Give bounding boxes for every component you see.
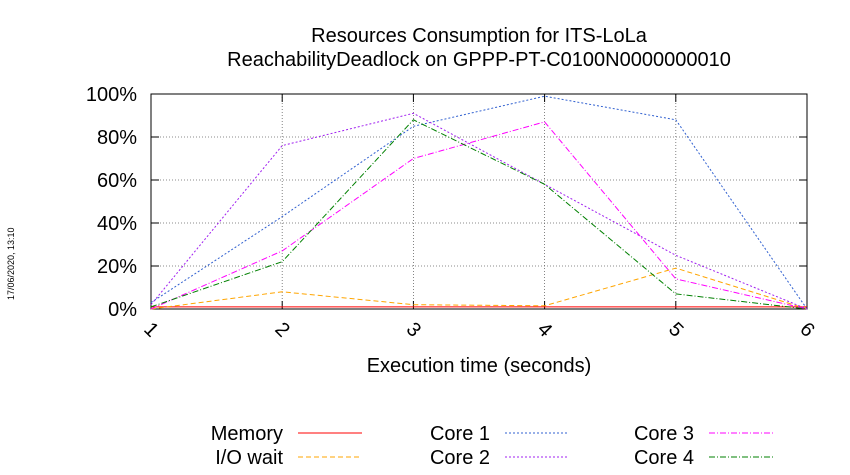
x-tick-label: 5 bbox=[664, 318, 687, 341]
x-tick-label: 1 bbox=[139, 318, 162, 341]
legend-label: Core 4 bbox=[634, 447, 694, 469]
x-tick-label: 3 bbox=[402, 318, 425, 341]
series-line-core-2 bbox=[150, 112, 808, 310]
series-line-core-1 bbox=[150, 95, 808, 310]
x-tick-label: 6 bbox=[795, 318, 818, 341]
chart-title-line-1: Resources Consumption for ITS-LoLa bbox=[311, 25, 648, 47]
grid bbox=[151, 94, 807, 309]
x-tick-label: 2 bbox=[270, 318, 293, 341]
series-line-core-3 bbox=[150, 121, 808, 310]
chart-title-line-2: ReachabilityDeadlock on GPPP-PT-C0100N00… bbox=[227, 49, 731, 71]
series-line-core-4 bbox=[150, 119, 808, 310]
legend-label: Core 2 bbox=[430, 447, 490, 469]
x-axis-label: Execution time (seconds) bbox=[367, 355, 592, 377]
legend-label: I/O wait bbox=[215, 447, 283, 469]
legend-label: Memory bbox=[211, 423, 283, 445]
series-line-i-o-wait bbox=[150, 267, 808, 310]
legend-label: Core 1 bbox=[430, 423, 490, 445]
y-tick-label: 60% bbox=[97, 170, 137, 192]
series-lines bbox=[150, 95, 808, 310]
y-tick-label: 40% bbox=[97, 213, 137, 235]
y-tick-label: 100% bbox=[86, 84, 137, 106]
x-axis-ticks: 1 2 3 4 5 6 bbox=[139, 94, 819, 342]
y-tick-label: 0% bbox=[108, 299, 137, 321]
timestamp: 17/06/2020, 13:10 bbox=[6, 227, 16, 300]
legend-label: Core 3 bbox=[634, 423, 694, 445]
y-axis-ticks: 0% 20% 40% 60% 80% 100% bbox=[86, 84, 807, 321]
x-tick-label: 4 bbox=[533, 318, 556, 341]
y-tick-label: 80% bbox=[97, 127, 137, 149]
plot-frame bbox=[150, 93, 808, 310]
y-tick-label: 20% bbox=[97, 256, 137, 278]
